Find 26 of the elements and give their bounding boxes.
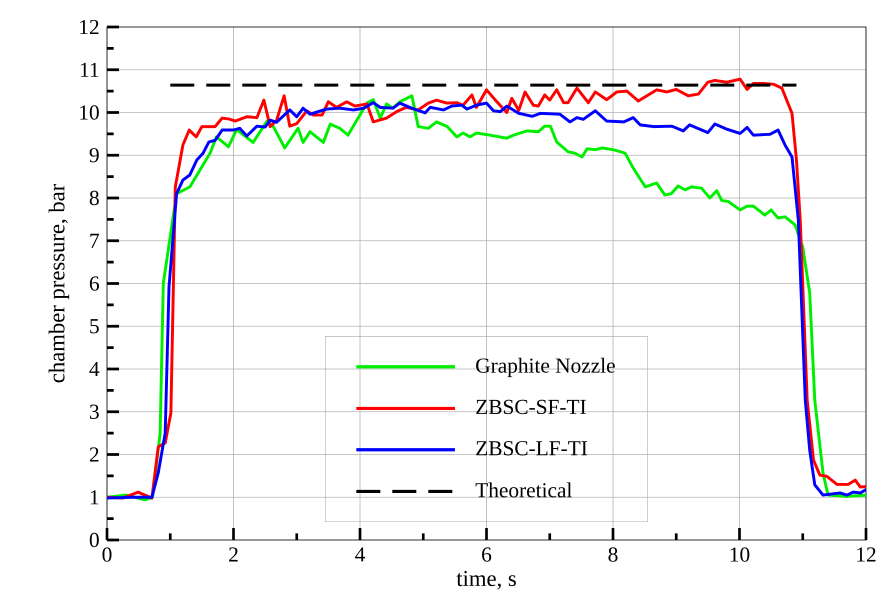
legend-label: Graphite Nozzle (476, 358, 615, 378)
y-tick-label: 9 (90, 148, 99, 162)
x-tick-label: 0 (102, 547, 112, 562)
x-tick-label: 4 (355, 547, 365, 562)
y-tick-label: 2 (90, 447, 98, 462)
x-tick-label: 10 (730, 547, 750, 562)
y-tick-label: 8 (90, 190, 99, 206)
legend-label: Theoretical (476, 482, 572, 498)
x-tick-label: 2 (229, 547, 238, 562)
y-axis-title: chamber pressure, bar (48, 184, 70, 382)
y-tick-label: 1 (90, 490, 98, 504)
y-tick-label: 0 (90, 532, 99, 548)
x-tick-label: 6 (482, 547, 492, 562)
y-tick-label: 6 (90, 276, 99, 291)
legend-label: ZBSC-SF-TI (476, 400, 586, 414)
y-tick-label: 7 (90, 234, 100, 248)
x-tick-label: 12 (857, 547, 876, 562)
y-tick-label: 11 (80, 62, 98, 77)
y-tick-label: 10 (80, 105, 99, 120)
legend-label: ZBSC-LF-TI (476, 441, 588, 456)
y-tick-label: 4 (89, 362, 100, 376)
y-tick-label: 12 (80, 20, 98, 34)
x-tick-label: 8 (608, 547, 618, 562)
x-axis-title: time, s (456, 570, 516, 590)
y-tick-label: 3 (90, 404, 99, 419)
y-tick-label: 5 (90, 319, 99, 334)
